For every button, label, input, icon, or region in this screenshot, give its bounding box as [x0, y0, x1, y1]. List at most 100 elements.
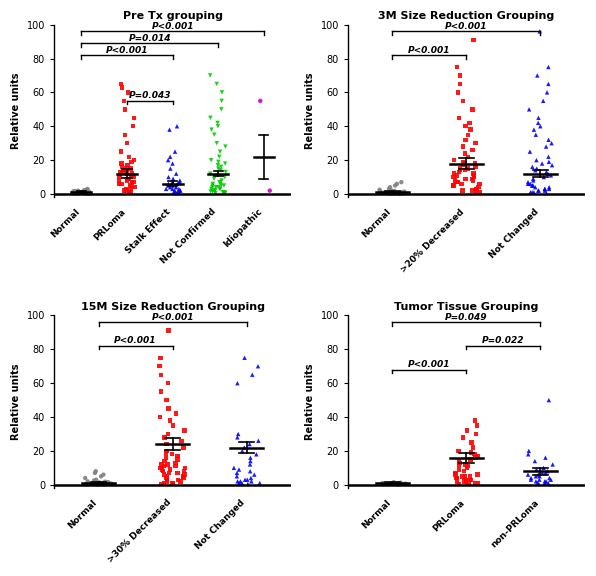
Point	[162, 184, 171, 194]
Point	[539, 463, 548, 472]
Point	[212, 170, 222, 180]
Point	[396, 478, 405, 487]
Point	[166, 465, 175, 474]
Point	[79, 188, 89, 197]
Point	[246, 456, 255, 465]
Point	[237, 479, 247, 488]
Point	[462, 426, 472, 435]
Point	[80, 473, 90, 483]
Point	[213, 164, 223, 173]
Point	[167, 479, 177, 488]
Point	[449, 172, 458, 181]
Point	[523, 470, 533, 479]
Point	[397, 187, 406, 196]
Point	[454, 113, 464, 123]
Point	[547, 139, 556, 148]
Point	[392, 179, 402, 188]
Point	[527, 181, 537, 190]
Point	[82, 185, 91, 194]
Point	[215, 184, 225, 194]
Point	[126, 164, 135, 173]
Point	[245, 460, 254, 469]
Point	[159, 470, 169, 479]
Point	[173, 475, 182, 484]
Point	[213, 157, 223, 166]
Point	[449, 156, 459, 165]
Point	[474, 183, 483, 192]
Point	[544, 396, 554, 405]
Text: P=0.049: P=0.049	[445, 313, 488, 322]
Point	[452, 473, 462, 483]
Point	[454, 479, 464, 488]
Point	[526, 473, 536, 483]
Point	[206, 113, 215, 123]
Point	[212, 79, 222, 89]
Point	[463, 130, 473, 139]
Point	[121, 184, 131, 194]
Point	[540, 477, 550, 486]
Point	[378, 479, 388, 488]
Point	[126, 157, 136, 166]
Point	[209, 174, 219, 183]
Point	[122, 139, 132, 148]
Point	[232, 378, 242, 388]
Point	[548, 460, 557, 469]
Point	[123, 88, 133, 97]
Point	[530, 456, 539, 465]
Point	[120, 130, 130, 139]
Point	[452, 473, 461, 483]
Text: P<0.001: P<0.001	[151, 22, 194, 31]
Point	[523, 179, 533, 188]
Point	[128, 170, 137, 180]
Point	[89, 476, 99, 485]
Point	[84, 479, 94, 488]
Point	[240, 443, 249, 452]
Point	[473, 452, 483, 461]
Point	[455, 71, 464, 80]
Point	[472, 184, 482, 194]
Point	[533, 113, 543, 123]
Point	[546, 475, 555, 484]
Point	[173, 468, 182, 478]
Point	[452, 477, 461, 486]
Point	[163, 460, 172, 469]
Point	[80, 188, 90, 197]
Point	[256, 96, 265, 105]
Point	[473, 479, 483, 488]
Point	[123, 161, 132, 170]
Point	[534, 479, 544, 488]
Point	[70, 187, 80, 196]
Title: Tumor Tissue Grouping: Tumor Tissue Grouping	[394, 302, 539, 312]
Point	[461, 135, 470, 145]
Point	[460, 149, 470, 158]
Point	[460, 159, 470, 168]
Point	[168, 479, 178, 488]
Point	[206, 187, 215, 196]
Point	[122, 164, 131, 173]
Point	[179, 467, 188, 476]
Point	[162, 473, 171, 483]
Point	[240, 475, 250, 484]
Point	[526, 475, 536, 484]
Point	[122, 166, 131, 175]
Point	[539, 172, 548, 181]
Point	[215, 147, 225, 156]
Point	[458, 157, 468, 166]
Point	[458, 96, 468, 105]
Point	[375, 185, 384, 194]
Point	[473, 470, 482, 479]
Point	[467, 174, 477, 183]
Point	[466, 455, 476, 464]
Point	[164, 326, 173, 335]
Point	[162, 477, 172, 486]
Point	[213, 183, 223, 192]
Point	[533, 479, 542, 488]
Text: P=0.043: P=0.043	[129, 92, 171, 100]
Point	[533, 118, 543, 127]
Point	[454, 460, 464, 469]
Point	[449, 181, 458, 190]
Point	[213, 118, 222, 127]
Point	[265, 186, 275, 195]
Point	[164, 179, 173, 188]
Point	[532, 465, 541, 474]
